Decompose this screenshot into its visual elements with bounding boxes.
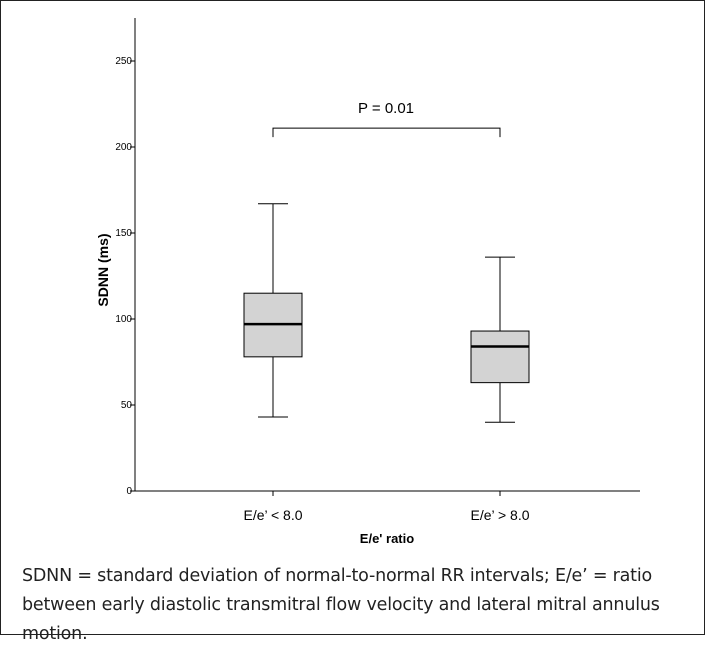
iqr-box xyxy=(470,330,530,384)
y-tick-label: 50 xyxy=(121,400,133,411)
axes: 0 50 100 150 200 250 E/e’ < 8.0 E/e’ > 8.0 xyxy=(115,18,640,523)
y-tick-label: 0 xyxy=(126,486,132,497)
x-tick-label: E/e’ > 8.0 xyxy=(470,507,529,523)
box-1 xyxy=(243,203,303,418)
figure-caption: SDNN = standard deviation of normal-to-n… xyxy=(22,566,660,644)
y-axis-label: SDNN (ms) xyxy=(95,233,111,306)
x-tick-label: E/e’ < 8.0 xyxy=(243,507,302,523)
y-tick-label: 250 xyxy=(115,56,132,67)
y-tick-label: 200 xyxy=(115,142,132,153)
significance-bracket xyxy=(272,127,501,138)
box-2 xyxy=(470,256,530,423)
p-value-annotation: P = 0.01 xyxy=(358,100,414,117)
plot-marks xyxy=(243,127,530,423)
box-plot-chart: 0 50 100 150 200 250 E/e’ < 8.0 E/e’ > 8.0 SDNN… xyxy=(95,18,640,546)
x-axis-label: E/e' ratio xyxy=(360,531,414,546)
y-tick-label: 150 xyxy=(115,228,132,239)
figure-frame xyxy=(0,0,705,635)
y-tick-label: 100 xyxy=(115,314,132,325)
